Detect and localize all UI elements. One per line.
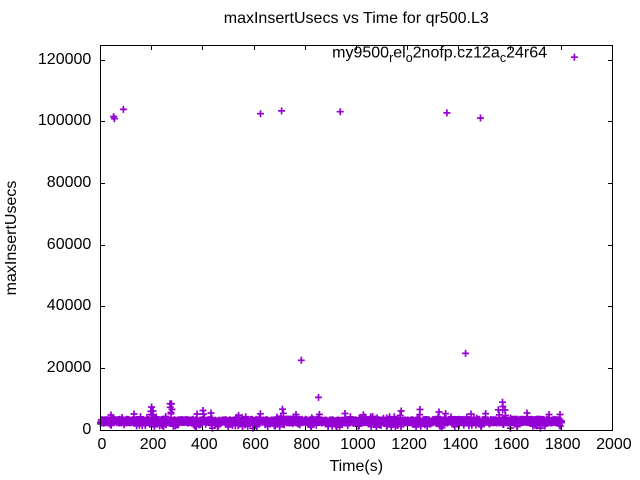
svg-text:80000: 80000	[47, 174, 92, 191]
svg-text:400: 400	[191, 436, 218, 453]
svg-text:1200: 1200	[391, 436, 427, 453]
svg-text:120000: 120000	[38, 51, 91, 68]
svg-text:800: 800	[293, 436, 320, 453]
svg-text:600: 600	[242, 436, 269, 453]
svg-text:my9500relo2nofp.cz12ac24r64: my9500relo2nofp.cz12ac24r64	[332, 44, 547, 65]
svg-text:1000: 1000	[340, 436, 376, 453]
svg-text:40000: 40000	[47, 297, 92, 314]
svg-text:1800: 1800	[545, 436, 581, 453]
svg-text:1400: 1400	[443, 436, 479, 453]
svg-text:20000: 20000	[47, 359, 92, 376]
svg-text:1600: 1600	[494, 436, 530, 453]
svg-text:200: 200	[140, 436, 167, 453]
svg-text:Time(s): Time(s)	[329, 458, 383, 475]
svg-text:maxInsertUsecs vs Time for qr5: maxInsertUsecs vs Time for qr500.L3	[224, 10, 489, 27]
svg-text:100000: 100000	[38, 112, 91, 129]
svg-text:maxInsertUsecs: maxInsertUsecs	[3, 181, 20, 296]
svg-text:0: 0	[82, 421, 91, 438]
svg-text:0: 0	[97, 436, 106, 453]
svg-text:60000: 60000	[47, 236, 92, 253]
svg-text:2000: 2000	[596, 436, 632, 453]
